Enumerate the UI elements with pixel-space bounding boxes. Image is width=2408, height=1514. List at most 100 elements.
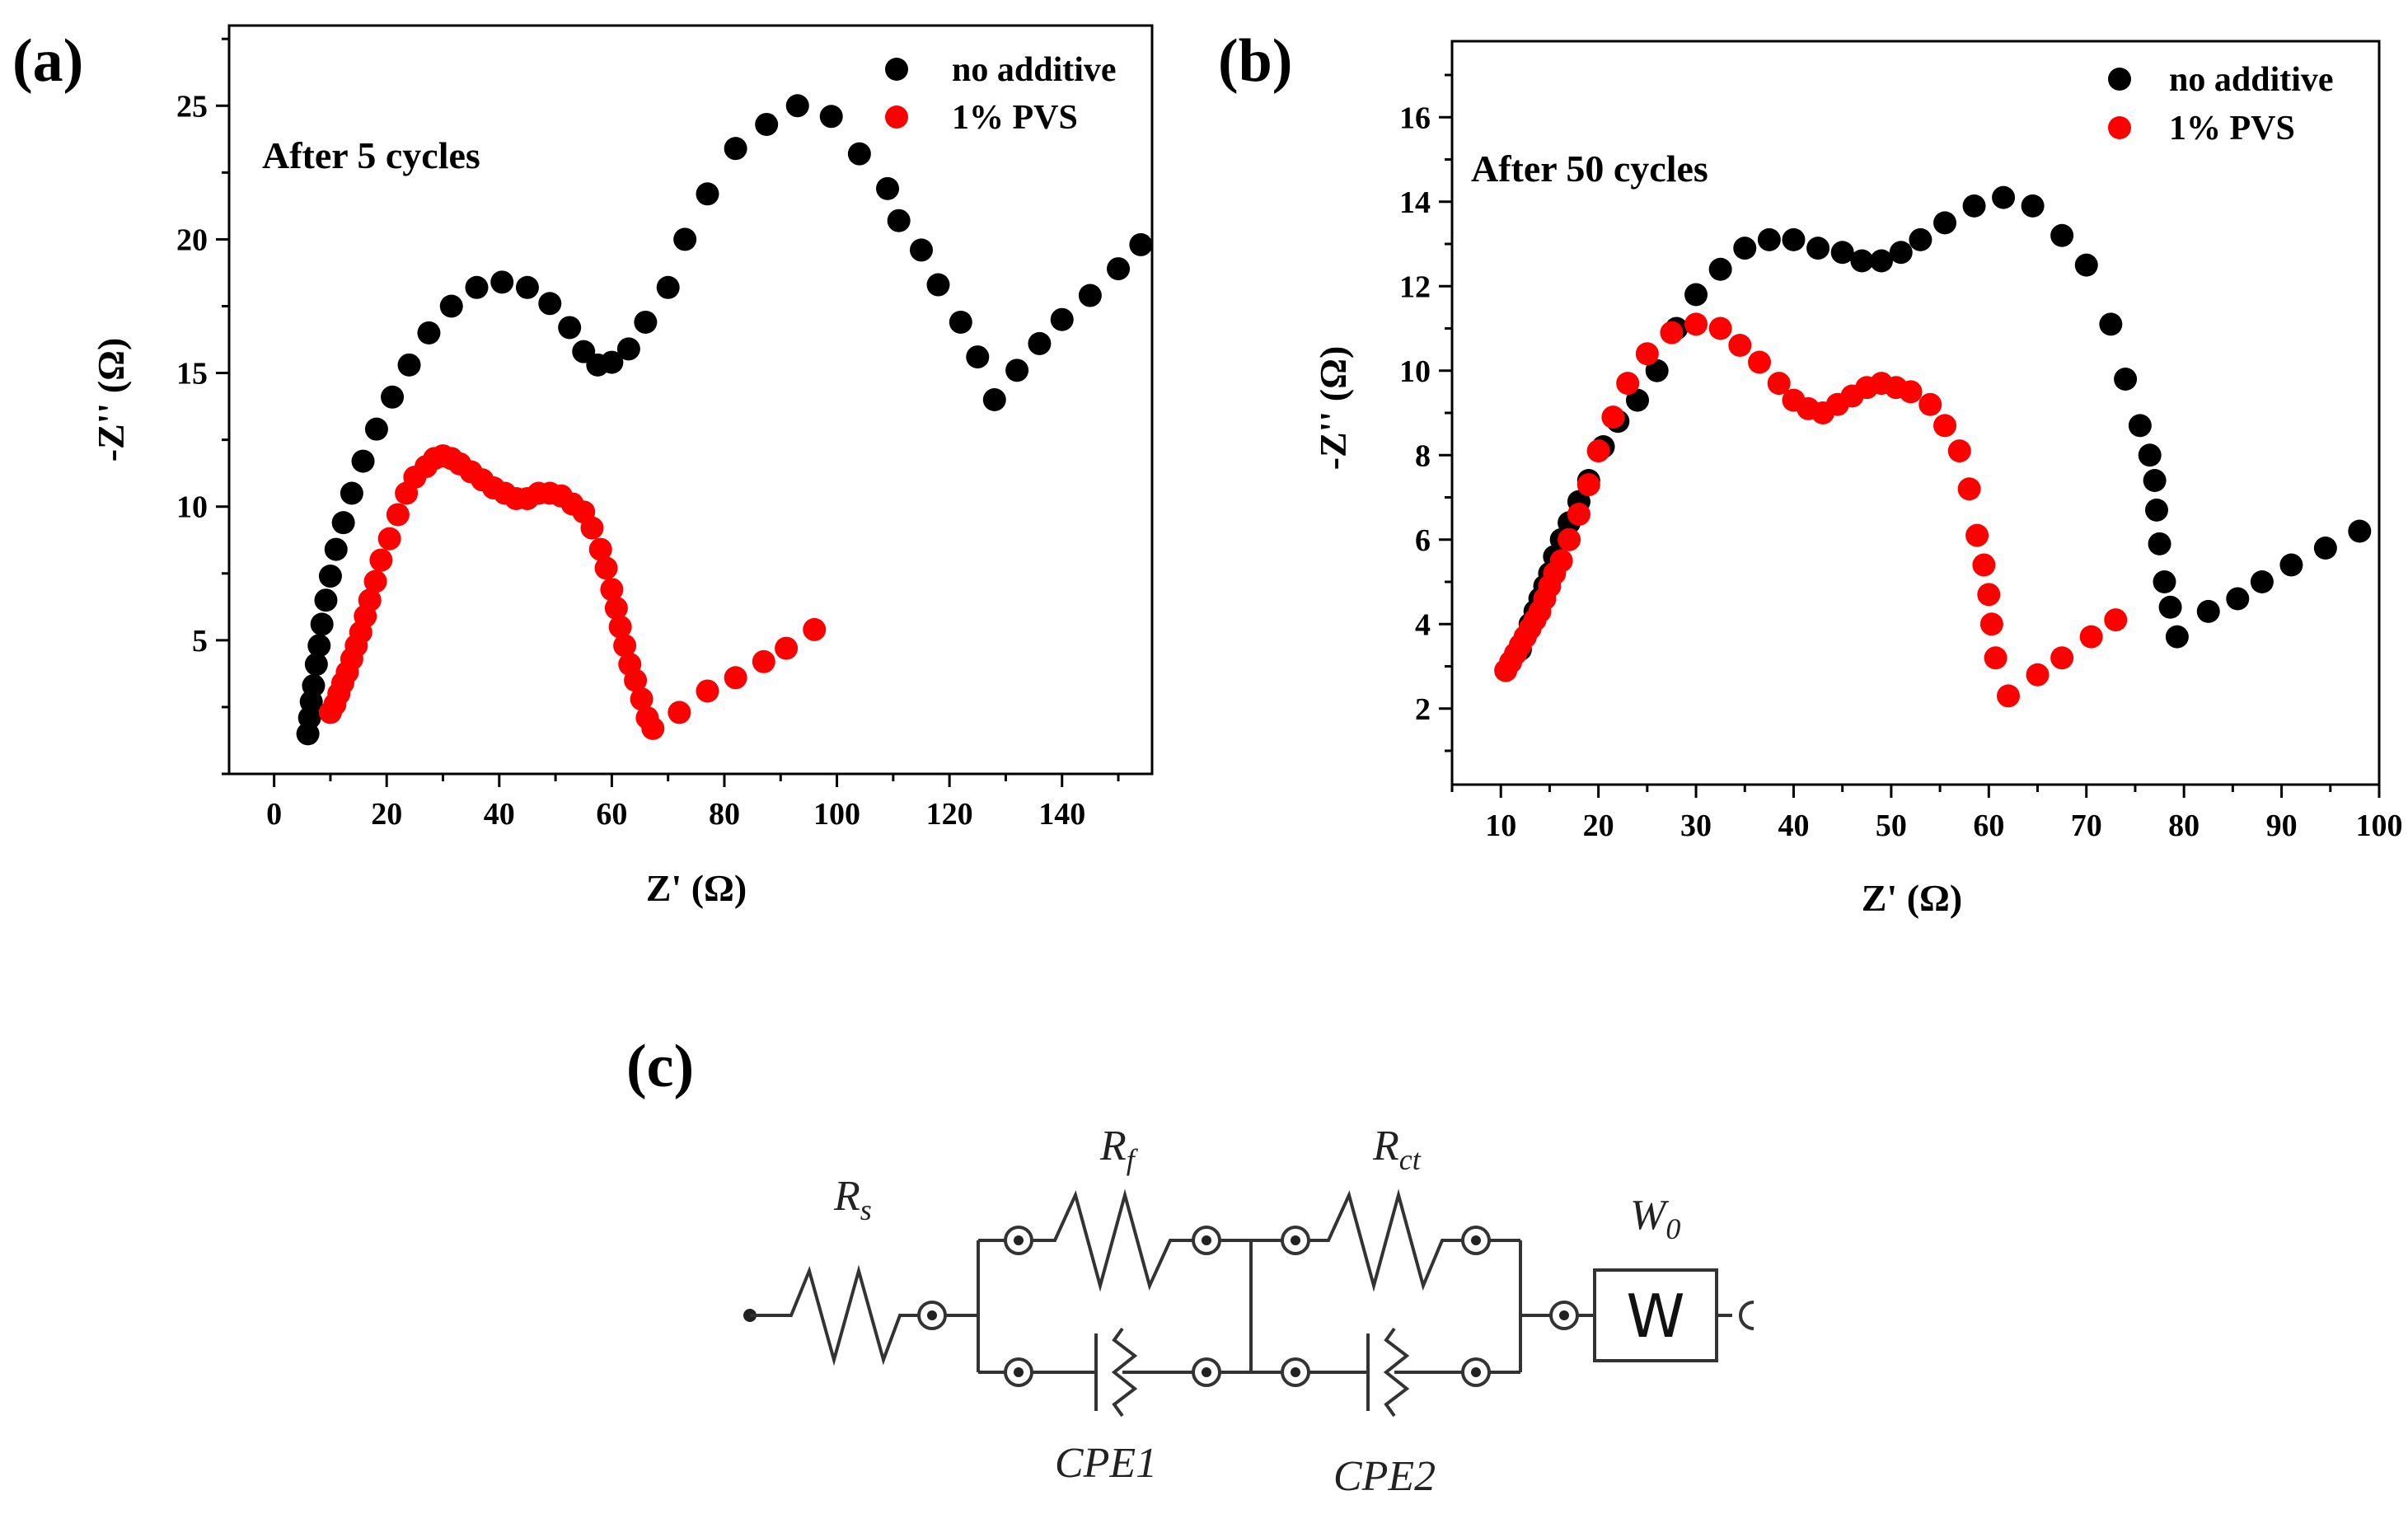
panel-a-point-pvs <box>377 527 401 551</box>
panel-a-point-no-additive <box>1129 232 1153 256</box>
panel-a-y-tick-label: 25 <box>176 89 208 124</box>
panel-b-point-pvs <box>1635 342 1659 366</box>
panel-b-y-tick-label: 12 <box>1399 270 1431 304</box>
panel-a-point-no-additive <box>1078 284 1102 307</box>
panel-a-point-no-additive <box>1005 359 1029 382</box>
chart-panel-b: (b) 10 20 30 40 50 60 70 80 90 100 2 4 6 8 10 12 14 16 Af… <box>1218 27 2403 919</box>
panel-b-point-no-additive <box>1626 388 1649 412</box>
panel-b-x-tick-label: 10 <box>1485 809 1516 843</box>
panel-a-x-tick-label: 80 <box>709 797 740 832</box>
panel-a-ticks: 0 20 40 60 80 100 120 140 5 10 15 20 25 <box>176 37 1120 832</box>
panel-a-legend-marker-no-additive <box>885 58 908 81</box>
panel-b-x-tick-label: 90 <box>2266 809 2298 843</box>
panel-a-y-tick-label: 10 <box>176 490 208 525</box>
panel-a-y-axis-title: -Z'' (Ω) <box>90 338 132 462</box>
panel-b-x-tick-label: 70 <box>2071 809 2102 843</box>
panel-a-point-pvs <box>580 516 604 540</box>
panel-b-point-pvs <box>1558 527 1581 551</box>
panel-a-point-no-additive <box>1028 331 1052 355</box>
panel-b-point-pvs <box>1576 473 1600 497</box>
panel-a-point-no-additive <box>558 316 582 340</box>
panel-b-ticks: 10 20 30 40 50 60 70 80 90 100 2 4 6 8 10 12 14 16 <box>1399 73 2403 843</box>
panel-a-y-tick-label: 15 <box>176 357 208 391</box>
panel-b-point-pvs <box>1997 684 2020 708</box>
right-bus <box>1489 1239 1522 1374</box>
panel-a-point-no-additive <box>966 345 990 369</box>
panel-a-point-no-additive <box>634 310 658 334</box>
panel-a-point-pvs <box>803 617 827 641</box>
panel-b-point-pvs <box>1684 312 1708 336</box>
panel-b-y-tick-label: 8 <box>1415 438 1431 473</box>
panel-b-point-pvs <box>1616 372 1640 396</box>
panel-a-annotation: After 5 cycles <box>262 134 480 176</box>
panel-b-point-pvs <box>2079 625 2103 649</box>
panel-a-point-no-additive <box>982 388 1006 411</box>
panel-b-point-pvs <box>1984 646 2007 670</box>
panel-b-point-pvs <box>2050 646 2074 670</box>
panel-b-y-axis-title: -Z'' (Ω) <box>1312 346 1354 471</box>
panel-a-point-pvs <box>613 634 637 658</box>
panel-a-point-no-additive <box>819 105 843 129</box>
panel-a-point-no-additive <box>302 673 326 697</box>
panel-a-point-pvs <box>594 556 618 580</box>
w0-label: W0 <box>1630 1192 1680 1245</box>
panel-a-point-pvs <box>600 578 624 602</box>
panel-b-point-pvs <box>1660 321 1684 345</box>
panel-b-point-pvs <box>1947 439 1971 463</box>
panel-a-point-no-additive <box>724 137 747 161</box>
panel-b-point-no-additive <box>2153 570 2176 593</box>
panel-b-point-no-additive <box>2158 595 2182 619</box>
cpe2-element <box>1309 1327 1463 1418</box>
panel-a-point-pvs <box>588 537 612 561</box>
panel-a-point-no-additive <box>304 653 328 677</box>
middle-bus <box>1220 1239 1253 1374</box>
panel-b-annotation: After 50 cycles <box>1471 148 1708 190</box>
panel-b-x-tick-label: 40 <box>1778 809 1809 843</box>
panel-a-point-no-additive <box>364 417 388 441</box>
panel-b-point-no-additive <box>2165 625 2189 649</box>
chart-panel-a: (a) 0 20 40 60 80 100 120 140 5 10 15 20 25 After 5 … <box>12 24 1154 909</box>
panel-b-point-pvs <box>1748 350 1772 374</box>
panel-b-point-no-additive <box>1782 227 1806 251</box>
panel-a-x-tick-label: 120 <box>926 797 973 832</box>
panel-a-label: (a) <box>12 27 83 95</box>
panel-b-point-pvs <box>1979 612 2003 636</box>
panel-a-point-no-additive <box>1050 307 1074 331</box>
panel-b-point-pvs <box>1567 503 1590 526</box>
panel-b-x-tick-label: 100 <box>2356 809 2403 843</box>
panel-a-point-no-additive <box>439 294 463 318</box>
cpe2-label: CPE2 <box>1333 1453 1436 1500</box>
panel-a-point-no-additive <box>876 176 900 200</box>
panel-a-point-pvs <box>641 716 665 740</box>
panel-b-point-no-additive <box>1909 227 1932 251</box>
panel-a-point-no-additive <box>310 612 334 636</box>
panel-b-point-pvs <box>1549 549 1573 573</box>
panel-b-x-tick-label: 80 <box>2168 809 2200 843</box>
panel-b-point-no-additive <box>2313 537 2337 560</box>
panel-a-y-tick-label: 20 <box>176 223 208 257</box>
panel-b-x-tick-label: 20 <box>1583 809 1614 843</box>
panel-a-point-pvs <box>363 570 387 593</box>
panel-b-point-no-additive <box>2050 223 2074 247</box>
panel-b-point-no-additive <box>1645 359 1669 382</box>
panel-b-point-pvs <box>1708 316 1732 340</box>
panel-a-point-no-additive <box>600 350 624 374</box>
panel-a-point-no-additive <box>351 449 375 473</box>
panel-a-data-points <box>296 94 1153 746</box>
panel-b-point-no-additive <box>2021 194 2045 218</box>
panel-b-point-no-additive <box>2250 570 2274 593</box>
panel-b-point-no-additive <box>2143 469 2167 492</box>
panel-b-point-pvs <box>2104 608 2128 632</box>
panel-b-point-no-additive <box>2099 312 2123 336</box>
panel-a-point-pvs <box>724 666 747 690</box>
panel-b-point-no-additive <box>1850 249 1874 273</box>
panel-b-label: (b) <box>1218 27 1292 95</box>
panel-a-point-pvs <box>624 668 648 692</box>
panel-a-point-no-additive <box>324 537 348 561</box>
panel-a-point-no-additive <box>785 94 809 118</box>
panel-a-point-no-additive <box>656 275 680 299</box>
panel-b-data-points <box>1494 185 2372 708</box>
panel-b-point-no-additive <box>2145 498 2168 522</box>
panel-b-point-pvs <box>1933 414 1957 438</box>
